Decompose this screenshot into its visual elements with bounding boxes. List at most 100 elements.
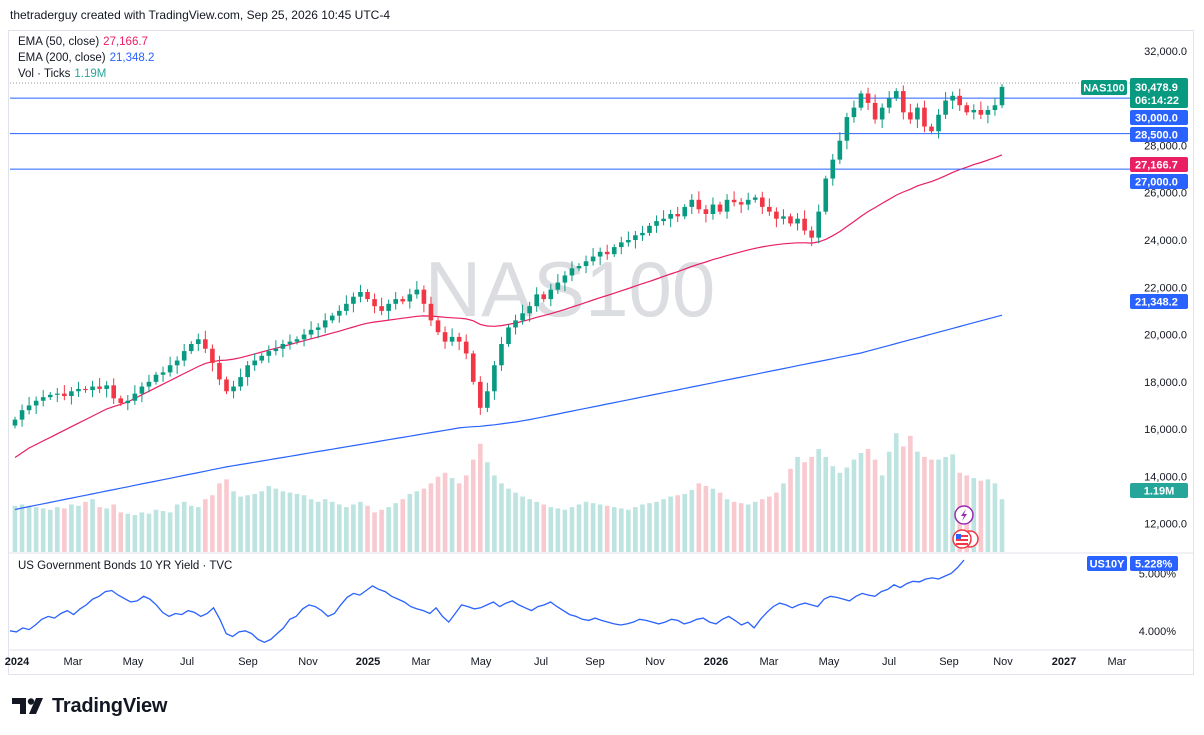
candle [520, 304, 525, 325]
volume-bar [485, 462, 490, 552]
candle [322, 313, 328, 334]
volume-bar [738, 503, 744, 552]
price-axis-tick-0: 12,000.0 [1144, 519, 1187, 531]
candle [576, 263, 582, 272]
volume-bar [217, 483, 222, 552]
legend-ema50[interactable]: EMA (50, close) 27,166.7 [18, 34, 154, 50]
candle [485, 382, 490, 413]
volume-bar [449, 478, 455, 552]
tradingview-logo-text: TradingView [52, 694, 168, 717]
volume-bar [400, 499, 406, 552]
volume-bar [724, 499, 730, 552]
candle [329, 312, 335, 324]
volume-bar [781, 483, 786, 552]
volume-bar [837, 472, 843, 552]
flash-icon[interactable] [954, 505, 974, 525]
candle [830, 153, 836, 186]
volume-bar [111, 504, 116, 552]
candle [950, 91, 955, 110]
time-axis-tick-7: Mar [412, 656, 431, 668]
time-axis-tick-3: Jul [180, 656, 194, 668]
price-axis-tick-5: 22,000.0 [1144, 282, 1187, 294]
chart-attribution: thetraderguy created with TradingView.co… [10, 8, 390, 22]
candle [513, 314, 518, 335]
price-badges: NAS100 30,478.9 06:14:22 30,000.0 28,500… [1081, 78, 1188, 571]
candle [647, 222, 652, 236]
us10y-layer [9, 559, 965, 644]
volume-bar [153, 509, 159, 552]
volume-bar [365, 505, 370, 552]
candle [90, 380, 95, 398]
volume-bar [231, 491, 236, 552]
volume-bar [633, 507, 638, 552]
volume-bar [548, 507, 554, 552]
volume-bar [245, 495, 250, 552]
candle [12, 416, 18, 429]
candle [174, 356, 180, 374]
volume-bar [675, 495, 680, 552]
candle [767, 198, 772, 216]
tradingview-logo[interactable]: TradingView [12, 694, 167, 718]
volume-bar [619, 508, 624, 552]
us10y-legend-title[interactable]: US Government Bonds 10 YR Yield · TVC [18, 560, 233, 572]
volume-bar [999, 499, 1005, 552]
price-axis-tick-3: 18,000.0 [1144, 377, 1187, 389]
volume-badge-text: 1.19M [1144, 486, 1175, 498]
legend-ema200[interactable]: EMA (200, close) 21,348.2 [18, 50, 154, 66]
candle [287, 334, 293, 350]
price-axis-tick-1: 14,000.0 [1144, 471, 1187, 483]
volume-bar [478, 443, 483, 552]
ema50-line[interactable] [14, 154, 1003, 458]
candle [372, 293, 377, 314]
candle [104, 381, 109, 398]
candle [752, 194, 758, 203]
ema50-layer [14, 154, 1003, 458]
candle [619, 236, 624, 255]
volume-bar [879, 475, 885, 552]
candle [971, 104, 977, 120]
ema200-layer [14, 314, 1003, 511]
candle [541, 291, 547, 302]
us-flag-icon[interactable] [952, 529, 979, 549]
volume-bar [167, 512, 173, 552]
candle [534, 287, 539, 312]
volume-bar [851, 459, 857, 552]
candle [160, 366, 166, 382]
candle [139, 382, 145, 403]
candle [562, 271, 568, 292]
ema200-line[interactable] [14, 314, 1003, 511]
candle [188, 341, 194, 354]
candle [611, 244, 617, 258]
volume-bar [266, 486, 272, 552]
volume-bar [886, 451, 892, 552]
time-axis: 2024 Mar May Jul Sep Nov 2025 Mar May Jul Sep Nov 20… [5, 656, 1127, 668]
volume-bar [76, 505, 81, 552]
legend-volume-value: 1.19M [74, 68, 107, 80]
volume-bar [668, 496, 673, 552]
candle [590, 248, 596, 266]
candle [548, 283, 554, 307]
candle [858, 90, 864, 111]
volume-bar [26, 505, 32, 552]
volume-bar [513, 492, 518, 552]
legend-volume[interactable]: Vol · Ticks 1.19M [18, 66, 154, 82]
volume-bar [301, 495, 307, 552]
volume-bar [576, 504, 582, 552]
candle [210, 344, 215, 372]
volume-bar [174, 504, 180, 552]
volume-bar [252, 493, 257, 552]
volume-bar [181, 501, 187, 552]
volume-bar [294, 493, 300, 552]
volume-bar [139, 512, 145, 552]
volume-bar [816, 449, 821, 552]
volume-bar [527, 499, 532, 552]
us10y-line[interactable] [9, 559, 965, 644]
us10y-last-badge [1130, 556, 1178, 571]
candle [527, 301, 532, 322]
candle [992, 98, 998, 116]
volume-bar [414, 491, 420, 552]
candle [492, 361, 497, 400]
candle [654, 215, 659, 233]
candle [167, 356, 173, 377]
